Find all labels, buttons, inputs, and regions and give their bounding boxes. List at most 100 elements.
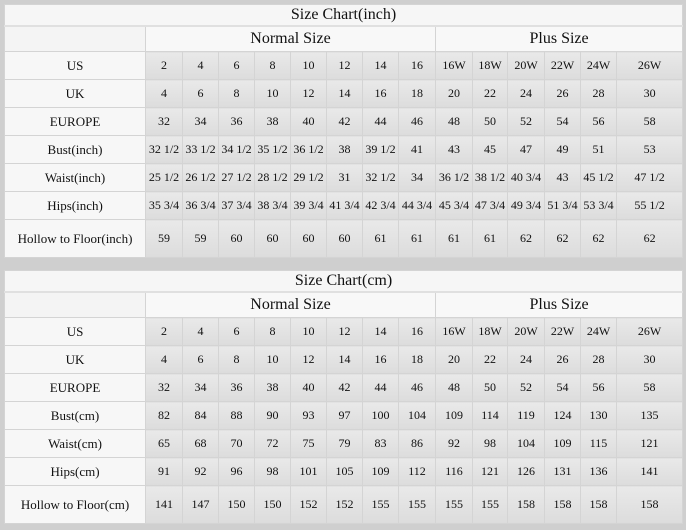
- size-cell: 34: [182, 373, 219, 402]
- size-cell: 18: [398, 345, 436, 374]
- table-row: Waist(cm) 65 68 70 72 75 79 83 86 92 98 104 109 115 12…: [4, 429, 684, 458]
- size-chart-cm: Size Chart(cm) Normal Size Plus Size US 2 4 6 8…: [3, 270, 684, 524]
- size-cell: 62: [580, 219, 617, 258]
- size-cell: 30: [615, 345, 684, 374]
- size-cell: 56: [580, 373, 617, 402]
- size-cell: 42 3/4: [362, 191, 399, 220]
- size-cell: 100: [362, 401, 399, 430]
- size-cell: 48: [435, 107, 473, 136]
- row-label: Hips(inch): [4, 191, 146, 220]
- size-cell: 60: [218, 219, 255, 258]
- size-cell: 38: [326, 135, 363, 164]
- size-cell: 47 1/2: [615, 163, 684, 192]
- size-cell: 52: [507, 107, 545, 136]
- table-row: EUROPE 32 34 36 38 40 42 44 46 48 50 52 54 56 58: [4, 107, 684, 136]
- plus-size-header: Plus Size: [434, 291, 684, 318]
- size-cell: 16: [362, 79, 399, 108]
- size-cell: 16W: [435, 317, 473, 346]
- size-cell: 54: [544, 107, 581, 136]
- size-cell: 72: [254, 429, 291, 458]
- size-cell: 20W: [507, 317, 545, 346]
- size-cell: 152: [326, 485, 363, 524]
- size-cell: 28: [580, 79, 617, 108]
- size-cell: 150: [218, 485, 255, 524]
- size-cell: 54: [544, 373, 581, 402]
- size-cell: 26: [544, 79, 581, 108]
- size-cell: 41: [398, 135, 436, 164]
- size-cell: 10: [254, 79, 291, 108]
- size-cell: 79: [326, 429, 363, 458]
- size-cell: 8: [254, 51, 291, 80]
- size-cell: 98: [472, 429, 508, 458]
- table-row: UK 4 6 8 10 12 14 16 18 20 22 24 26 28 30: [4, 79, 684, 108]
- size-cell: 83: [362, 429, 399, 458]
- size-cell: 4: [182, 51, 219, 80]
- size-cell: 70: [218, 429, 255, 458]
- size-cell: 44: [362, 107, 399, 136]
- row-label: EUROPE: [4, 107, 146, 136]
- corner-cell: [4, 25, 146, 52]
- size-cell: 27 1/2: [218, 163, 255, 192]
- size-cell: 150: [254, 485, 291, 524]
- size-cell: 26: [544, 345, 581, 374]
- table-row: Waist(inch) 25 1/2 26 1/2 27 1/2 28 1/2 29 1/…: [4, 163, 684, 192]
- size-cell: 14: [326, 79, 363, 108]
- size-cell: 105: [326, 457, 363, 486]
- size-cell: 33 1/2: [182, 135, 219, 164]
- row-label: UK: [4, 79, 146, 108]
- size-table: Size Chart(cm) Normal Size Plus Size US 2 4 6 8…: [3, 270, 684, 524]
- size-cell: 119: [507, 401, 545, 430]
- size-cell: 14: [326, 345, 363, 374]
- size-cell: 31: [326, 163, 363, 192]
- size-cell: 104: [398, 401, 436, 430]
- size-cell: 38: [254, 107, 291, 136]
- size-cell: 16: [398, 51, 436, 80]
- size-cell: 39 3/4: [290, 191, 327, 220]
- size-cell: 22: [472, 79, 508, 108]
- size-cell: 38 1/2: [472, 163, 508, 192]
- size-cell: 14: [362, 51, 399, 80]
- title-row: Size Chart(inch): [3, 4, 684, 27]
- size-cell: 32: [145, 107, 183, 136]
- size-cell: 152: [290, 485, 327, 524]
- size-cell: 116: [435, 457, 473, 486]
- size-cell: 22W: [544, 51, 581, 80]
- size-cell: 20W: [507, 51, 545, 80]
- size-cell: 34 1/2: [218, 135, 255, 164]
- size-cell: 92: [435, 429, 473, 458]
- plus-size-header: Plus Size: [434, 25, 684, 52]
- size-cell: 60: [290, 219, 327, 258]
- size-cell: 109: [362, 457, 399, 486]
- size-cell: 10: [290, 51, 327, 80]
- size-cell: 2: [145, 51, 183, 80]
- size-cell: 36 1/2: [435, 163, 473, 192]
- size-cell: 158: [507, 485, 545, 524]
- size-cell: 12: [326, 317, 363, 346]
- size-cell: 98: [254, 457, 291, 486]
- size-cell: 2: [145, 317, 183, 346]
- size-cell: 44: [362, 373, 399, 402]
- table-title: Size Chart(inch): [3, 4, 684, 27]
- size-cell: 46: [398, 107, 436, 136]
- size-cell: 121: [472, 457, 508, 486]
- size-cell: 61: [362, 219, 399, 258]
- row-label: Hips(cm): [4, 457, 146, 486]
- size-cell: 92: [182, 457, 219, 486]
- size-cell: 101: [290, 457, 327, 486]
- size-cell: 34: [182, 107, 219, 136]
- size-cell: 114: [472, 401, 508, 430]
- table-row: EUROPE 32 34 36 38 40 42 44 46 48 50 52 54 56 58: [4, 373, 684, 402]
- size-cell: 68: [182, 429, 219, 458]
- size-cell: 53: [615, 135, 684, 164]
- size-cell: 12: [326, 51, 363, 80]
- size-cell: 8: [218, 79, 255, 108]
- size-cell: 16: [362, 345, 399, 374]
- size-cell: 20: [435, 345, 473, 374]
- size-cell: 6: [218, 317, 255, 346]
- size-cell: 12: [290, 79, 327, 108]
- size-cell: 43: [435, 135, 473, 164]
- size-cell: 158: [615, 485, 684, 524]
- row-label: EUROPE: [4, 373, 146, 402]
- table-row: Hips(inch) 35 3/4 36 3/4 37 3/4 38 3/4 39 3/4…: [4, 191, 684, 220]
- size-cell: 6: [218, 51, 255, 80]
